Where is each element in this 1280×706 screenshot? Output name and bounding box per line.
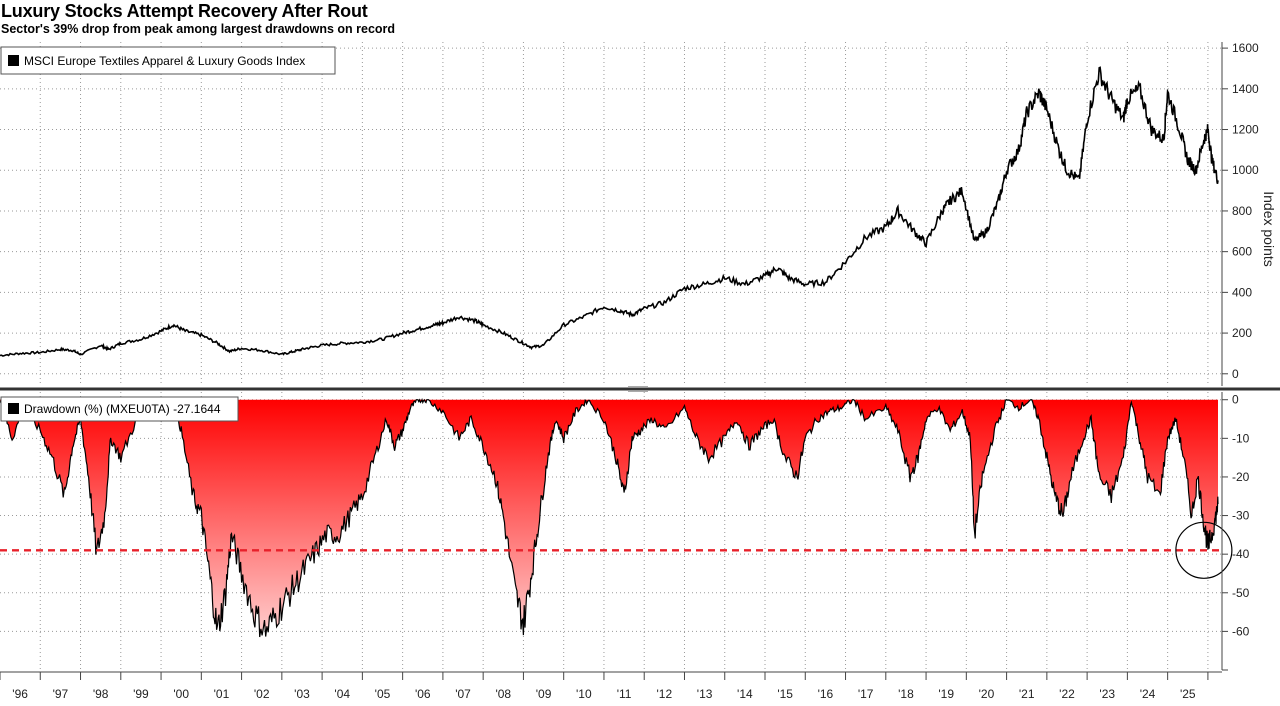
top-legend-box: [0, 46, 336, 75]
x-tick-label-'05: '05: [375, 687, 391, 701]
chart-title: Luxury Stocks Attempt Recovery After Rou…: [1, 1, 368, 21]
index-line: [0, 66, 1219, 357]
x-tick-label-'23: '23: [1099, 687, 1115, 701]
x-tick-label-'10: '10: [576, 687, 592, 701]
x-tick-label-'04: '04: [334, 687, 350, 701]
top-y-axis-title: Index points: [1261, 191, 1277, 267]
top-y-tick-label-400: 400: [1232, 285, 1252, 299]
top-y-tick-label-800: 800: [1232, 204, 1252, 218]
x-tick-label-'08: '08: [495, 687, 511, 701]
bottom-y-tick-label--30: -30: [1232, 509, 1250, 523]
x-tick-label-'96: '96: [12, 687, 28, 701]
top-y-tick-label-1000: 1000: [1232, 163, 1259, 177]
x-tick-label-'00: '00: [173, 687, 189, 701]
bottom-y-tick-label--20: -20: [1232, 470, 1250, 484]
x-tick-label-'06: '06: [415, 687, 431, 701]
drawdown-area: [0, 399, 1218, 637]
x-tick-label-'22: '22: [1059, 687, 1075, 701]
bottom-y-tick-label--50: -50: [1232, 586, 1250, 600]
top-y-tick-label-0: 0: [1232, 367, 1239, 381]
top-y-ticks: 0 200 400 600 800 1000 1200 1400 1600: [1222, 41, 1259, 381]
top-legend: MSCI Europe Textiles Apparel & Luxury Go…: [0, 46, 336, 75]
bottom-y-tick-label--10: -10: [1232, 431, 1250, 445]
x-tick-label-'11: '11: [617, 687, 632, 701]
bottom-legend-box: [0, 396, 239, 422]
bottom-legend: Drawdown (%) (MXEU0TA) -27.1644: [0, 396, 239, 422]
top-legend-swatch: [8, 55, 19, 66]
x-tick-label-'97: '97: [53, 687, 69, 701]
x-tick-label-'15: '15: [777, 687, 793, 701]
x-tick-label-'20: '20: [979, 687, 995, 701]
x-ticks: '96 '97 '98 '99 '00 '01 '02 '03 '04 '05 '06 '07 '08 '…: [0, 672, 1209, 701]
top-y-tick-label-1400: 1400: [1232, 82, 1259, 96]
x-tick-label-'14: '14: [737, 687, 753, 701]
x-tick-label-'24: '24: [1140, 687, 1156, 701]
x-tick-label-'12: '12: [657, 687, 673, 701]
x-tick-label-'19: '19: [938, 687, 954, 701]
bottom-y-ticks: 0 -10 -20 -30 -40 -50 -60: [1222, 393, 1250, 671]
x-tick-label-'17: '17: [858, 687, 874, 701]
top-legend-label: MSCI Europe Textiles Apparel & Luxury Go…: [24, 54, 305, 68]
bottom-y-tick-label-0: 0: [1232, 393, 1239, 407]
x-tick-label-'16: '16: [818, 687, 834, 701]
chart-subtitle: Sector's 39% drop from peak among larges…: [1, 22, 396, 36]
top-panel-grid: [0, 42, 1222, 386]
x-tick-label-'09: '09: [536, 687, 552, 701]
bottom-y-tick-label--60: -60: [1232, 624, 1250, 638]
top-y-tick-label-600: 600: [1232, 245, 1252, 259]
top-y-tick-label-200: 200: [1232, 326, 1252, 340]
x-tick-label-'99: '99: [133, 687, 149, 701]
x-tick-label-'21: '21: [1019, 687, 1035, 701]
x-tick-label-'98: '98: [93, 687, 109, 701]
x-tick-label-'18: '18: [898, 687, 914, 701]
x-tick-label-'02: '02: [254, 687, 270, 701]
drawdown-line: [0, 397, 1219, 638]
top-y-tick-label-1600: 1600: [1232, 41, 1259, 55]
bottom-y-tick-label--40: -40: [1232, 547, 1250, 561]
x-tick-label-'13: '13: [697, 687, 713, 701]
highlight-circle: [1175, 521, 1233, 579]
bottom-legend-swatch: [8, 403, 19, 414]
x-tick-label-'01: '01: [214, 687, 230, 701]
x-tick-label-'03: '03: [294, 687, 310, 701]
x-tick-label-'07: '07: [455, 687, 471, 701]
top-y-tick-label-1200: 1200: [1232, 123, 1259, 137]
bottom-legend-label: Drawdown (%) (MXEU0TA) -27.1644: [24, 402, 221, 416]
x-tick-label-'25: '25: [1180, 687, 1196, 701]
